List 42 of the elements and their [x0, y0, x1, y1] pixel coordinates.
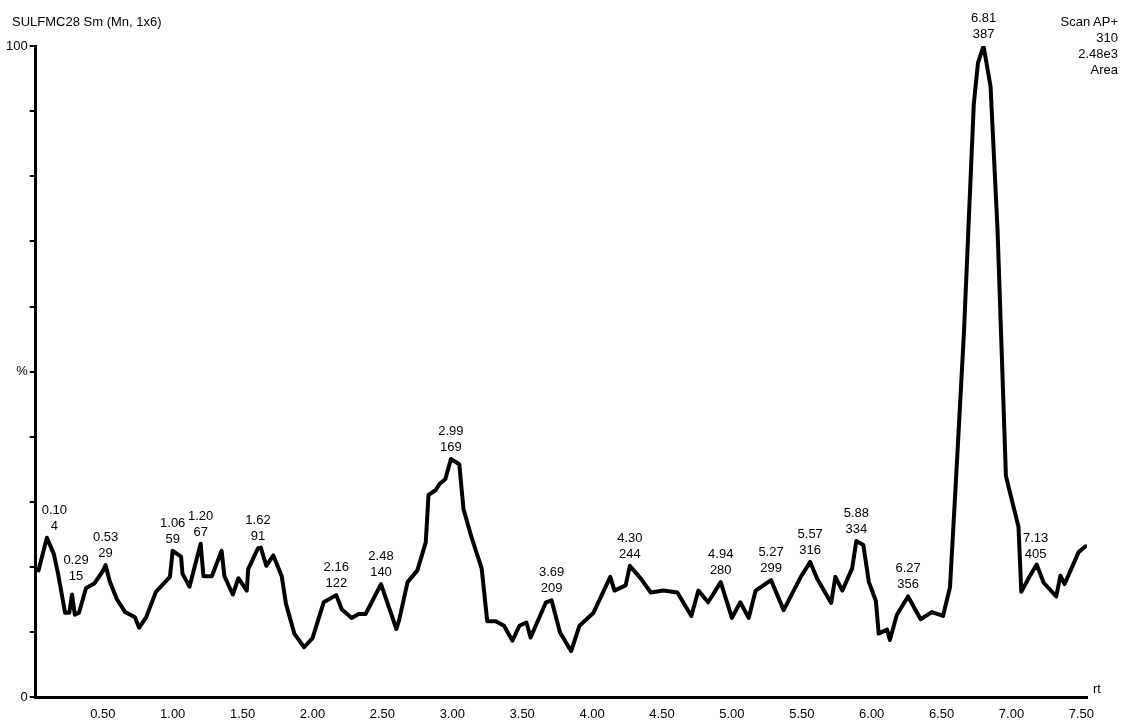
- x-tick-label: 3.50: [509, 705, 535, 721]
- annotation: 4.30 244: [617, 529, 643, 561]
- x-tick-label: 6.50: [928, 705, 955, 721]
- x-tick-label: 1.50: [229, 705, 256, 721]
- x-tick-label: 0.50: [90, 705, 116, 721]
- x-tick-label: 1.00: [160, 705, 186, 721]
- annotation: 0.53 29: [92, 529, 119, 561]
- x-tick-label: 3.00: [439, 705, 465, 721]
- annotation: 1.20 67: [188, 507, 214, 539]
- chart-title: SULFMC28 Sm (Mn, 1x6): [12, 14, 162, 29]
- y-tick-label: 0: [20, 688, 28, 704]
- annotation: 1.62 91: [245, 512, 271, 544]
- y-tick-label: %: [16, 363, 29, 379]
- x-tick-label: 2.00: [299, 705, 326, 721]
- annotation: 6.81 387: [970, 10, 997, 41]
- x-tick-label: 5.00: [719, 705, 745, 721]
- y-tick-label: 100: [5, 37, 28, 53]
- x-tick-label: 2.50: [369, 705, 396, 721]
- annotation: 4.94 280: [708, 546, 734, 578]
- annotation: 0.29 15: [63, 552, 89, 584]
- annotation: 7.13 405: [1023, 530, 1049, 562]
- text: 310: [1096, 30, 1118, 45]
- annotation: 2.16 122: [323, 559, 349, 591]
- annotation: 2.48e3: [1078, 46, 1118, 61]
- annotation: 3.69 209: [538, 564, 565, 596]
- annotation: 6.27 356: [895, 560, 921, 592]
- annotation: 0.10 4: [41, 501, 67, 533]
- x-tick-label: 6.00: [859, 705, 885, 721]
- x-tick-label: 7.00: [998, 705, 1025, 721]
- x-tick-label: 5.50: [789, 705, 815, 721]
- annotation: 5.27 299: [758, 544, 784, 576]
- x-axis-title: rt: [1093, 681, 1102, 697]
- x-tick-label: 4.00: [579, 705, 605, 721]
- annotation: 5.57 316: [797, 525, 823, 557]
- text: Scan AP+: [1060, 14, 1118, 29]
- x-tick-label: 7.50: [1068, 705, 1095, 721]
- x-tick-label: 4.50: [649, 705, 675, 721]
- annotation: 2.99 169: [438, 422, 464, 454]
- annotation: 1.06 59: [160, 514, 186, 546]
- text: Area: [1090, 62, 1119, 77]
- annotation: 5.88 334: [843, 505, 869, 537]
- annotation: 2.48 140: [368, 548, 394, 580]
